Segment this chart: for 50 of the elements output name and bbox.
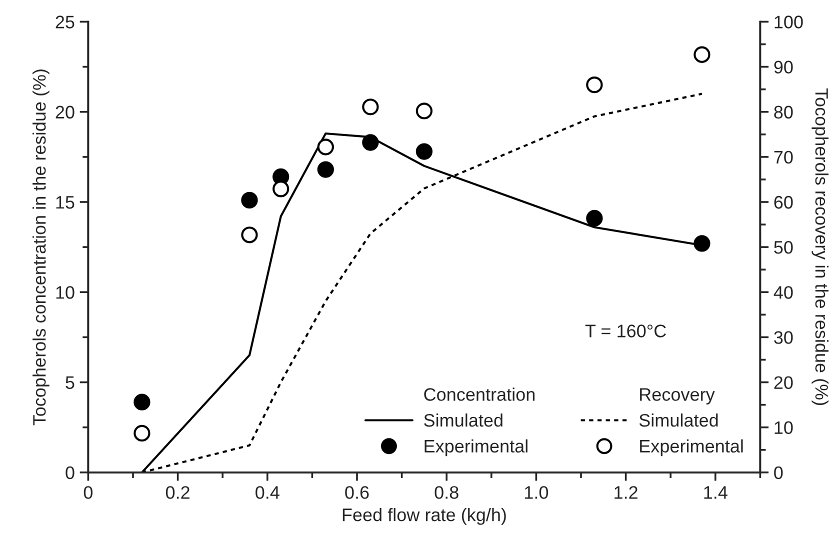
point — [362, 134, 379, 151]
x-tick-label: 1.0 — [525, 486, 548, 499]
y-tick-label: 0 — [66, 466, 74, 480]
point — [134, 424, 150, 442]
annotation: T = 160°C — [585, 324, 666, 338]
legend-label: Experimental — [424, 439, 528, 456]
x-tick-label: 0 — [84, 486, 93, 499]
x-tick-label: 0.8 — [434, 486, 458, 499]
x-axis-title: Feed flow rate (kg/h) — [342, 508, 506, 525]
x-tick-label: 0.2 — [166, 486, 190, 499]
x-tick-label: 0.4 — [256, 486, 280, 499]
y-tick-label: 25 — [56, 16, 74, 28]
point — [694, 235, 710, 252]
x-tick-label: 1.2 — [614, 486, 638, 499]
y-axis-title: Tocopherols concentration in the residue (%) — [32, 70, 50, 426]
y2-tick-label: 80 — [774, 106, 793, 119]
y2-tick-label: 10 — [774, 421, 793, 434]
legend-label: Experimental — [640, 439, 743, 456]
point — [362, 98, 379, 116]
point — [416, 102, 433, 120]
point — [134, 394, 150, 410]
annotation: Recovery — [640, 388, 715, 404]
x-tick-label: 0.6 — [345, 486, 369, 499]
legend-label: Simulated — [424, 413, 502, 427]
y-tick-label: 15 — [56, 196, 74, 209]
point — [241, 226, 258, 244]
y2-tick-label: 70 — [774, 150, 793, 164]
y2-tick-label: 50 — [774, 241, 793, 254]
point — [272, 180, 290, 198]
point — [694, 46, 710, 63]
point — [317, 138, 334, 156]
y-tick-label: 20 — [56, 106, 74, 119]
y2-tick-label: 40 — [774, 286, 793, 299]
y-tick-label: 5 — [66, 376, 74, 389]
y2-tick-label: 100 — [774, 16, 803, 28]
y-tick-label: 10 — [56, 286, 74, 299]
y2-tick-label: 20 — [774, 376, 793, 389]
point — [416, 143, 433, 160]
point — [317, 161, 334, 178]
point — [241, 192, 258, 209]
y2-tick-label: 60 — [774, 196, 793, 209]
annotation: Concentration — [424, 388, 535, 401]
y2-tick-label: 0 — [774, 466, 783, 480]
y2-tick-label: 90 — [774, 60, 793, 74]
x-tick-label: 1.4 — [704, 486, 728, 499]
y2-axis-title: Tocopherols recovery in the residue (%) — [812, 88, 829, 406]
point — [586, 210, 603, 227]
point — [586, 76, 603, 94]
legend-label: Simulated — [639, 413, 718, 427]
y2-tick-label: 30 — [774, 331, 793, 344]
